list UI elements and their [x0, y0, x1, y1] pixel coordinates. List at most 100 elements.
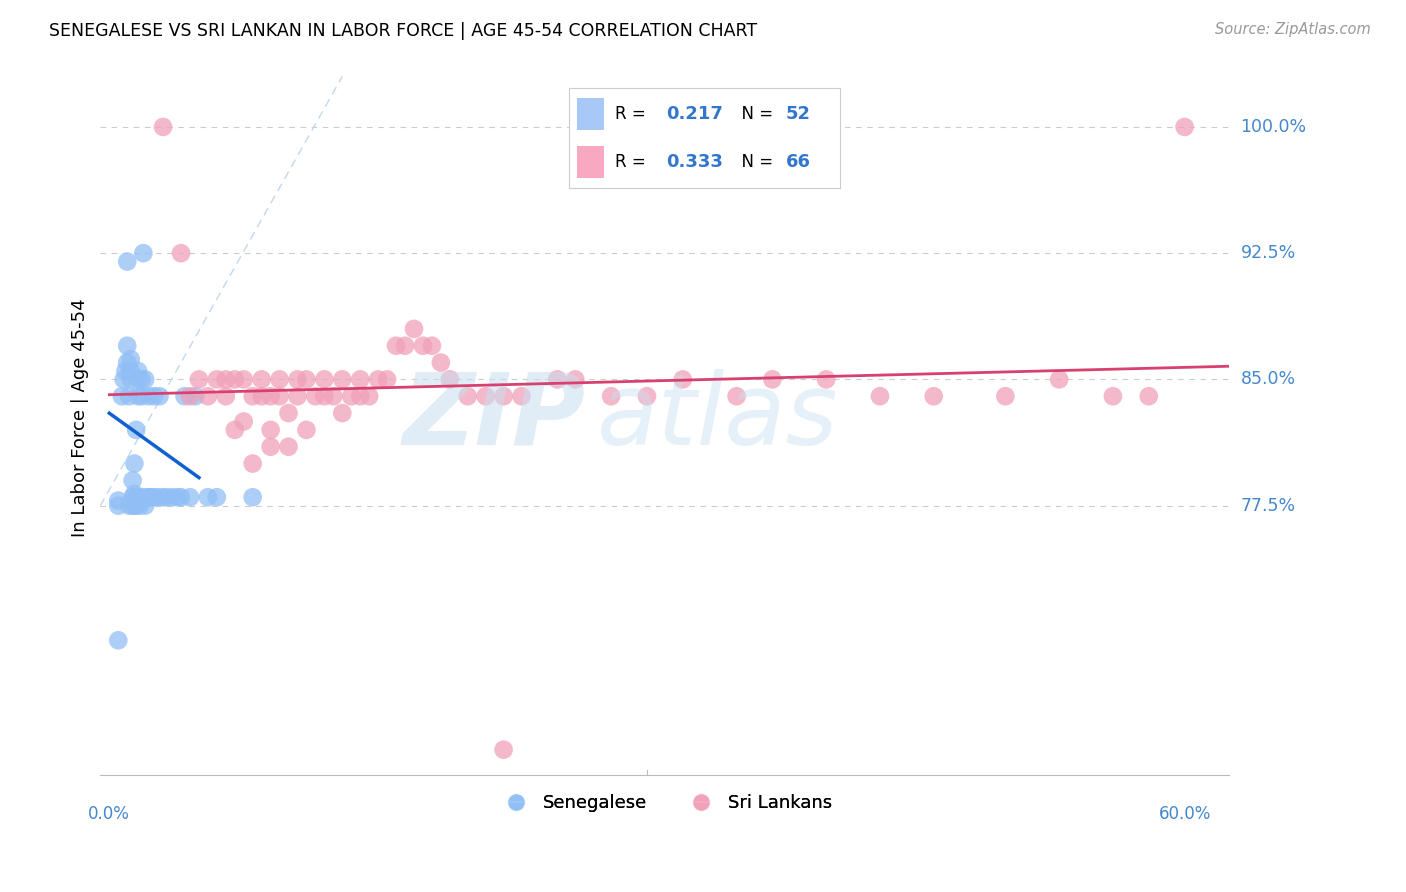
Point — [125, 499, 148, 513]
Point — [112, 372, 135, 386]
Point — [152, 490, 174, 504]
Text: ZIP: ZIP — [404, 368, 586, 466]
Legend: Senegalese, Sri Lankans: Senegalese, Sri Lankans — [491, 787, 839, 820]
Point — [250, 372, 273, 386]
Text: atlas: atlas — [598, 368, 839, 466]
Point — [148, 389, 170, 403]
Point — [132, 246, 155, 260]
Point — [402, 322, 425, 336]
Point — [107, 499, 129, 513]
Point — [118, 499, 141, 513]
Point — [124, 487, 146, 501]
Point — [205, 490, 228, 504]
Point — [295, 423, 318, 437]
Point — [125, 490, 148, 504]
Point — [394, 339, 416, 353]
Text: Source: ZipAtlas.com: Source: ZipAtlas.com — [1215, 22, 1371, 37]
Point — [457, 389, 479, 403]
Point — [121, 490, 143, 504]
Point — [134, 372, 156, 386]
Point — [994, 389, 1017, 403]
Point — [143, 389, 166, 403]
Point — [725, 389, 748, 403]
Point — [1047, 372, 1070, 386]
Point — [111, 389, 134, 403]
Text: 85.0%: 85.0% — [1240, 370, 1296, 388]
Y-axis label: In Labor Force | Age 45-54: In Labor Force | Age 45-54 — [72, 298, 89, 537]
Point — [131, 389, 153, 403]
Point — [215, 389, 238, 403]
Point — [134, 490, 156, 504]
Point — [492, 742, 515, 756]
Point — [124, 499, 146, 513]
Point — [430, 355, 453, 369]
Point — [138, 389, 160, 403]
Point — [340, 389, 363, 403]
Point — [314, 389, 336, 403]
Point — [187, 372, 209, 386]
Point — [139, 490, 162, 504]
Point — [304, 389, 326, 403]
Point — [367, 372, 389, 386]
Point — [138, 490, 160, 504]
Point — [287, 389, 309, 403]
Point — [128, 499, 150, 513]
Point — [492, 389, 515, 403]
Point — [1102, 389, 1125, 403]
Point — [412, 339, 434, 353]
Point — [815, 372, 838, 386]
Point — [287, 372, 309, 386]
Point — [179, 389, 201, 403]
Point — [385, 339, 408, 353]
Text: 77.5%: 77.5% — [1240, 497, 1296, 515]
Text: 100.0%: 100.0% — [1240, 118, 1306, 136]
Point — [179, 490, 201, 504]
Point — [107, 633, 129, 648]
Point — [600, 389, 623, 403]
Point — [259, 423, 281, 437]
Point — [197, 490, 219, 504]
Text: 60.0%: 60.0% — [1159, 805, 1211, 823]
Point — [277, 406, 299, 420]
Point — [120, 352, 142, 367]
Text: 0.0%: 0.0% — [89, 805, 131, 823]
Point — [156, 490, 179, 504]
Point — [115, 355, 138, 369]
Point — [128, 490, 150, 504]
Point — [170, 490, 193, 504]
Point — [295, 372, 318, 386]
Point — [120, 364, 142, 378]
Point — [269, 389, 291, 403]
Point — [118, 389, 141, 403]
Point — [259, 389, 281, 403]
Point — [121, 499, 143, 513]
Point — [125, 423, 148, 437]
Point — [474, 389, 496, 403]
Point — [259, 440, 281, 454]
Point — [215, 372, 238, 386]
Point — [127, 364, 149, 378]
Point — [124, 457, 146, 471]
Point — [173, 389, 195, 403]
Point — [242, 457, 264, 471]
Point — [869, 389, 891, 403]
Point — [115, 339, 138, 353]
Point — [322, 389, 344, 403]
Point — [152, 120, 174, 134]
Point — [197, 389, 219, 403]
Point — [170, 246, 193, 260]
Point — [121, 474, 143, 488]
Point — [420, 339, 443, 353]
Point — [134, 499, 156, 513]
Text: 92.5%: 92.5% — [1240, 244, 1296, 262]
Point — [184, 389, 207, 403]
Point — [564, 372, 586, 386]
Point — [1137, 389, 1160, 403]
Point — [636, 389, 658, 403]
Point — [224, 423, 246, 437]
Point — [224, 372, 246, 386]
Point — [510, 389, 533, 403]
Point — [1174, 120, 1197, 134]
Point — [375, 372, 398, 386]
Point — [439, 372, 461, 386]
